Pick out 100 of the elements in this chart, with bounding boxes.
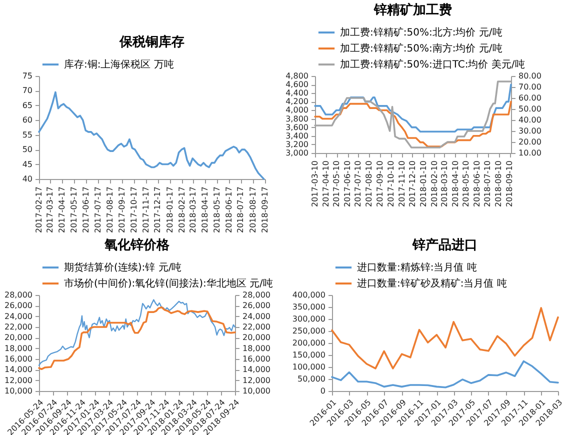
line-series bbox=[38, 299, 236, 366]
y-tick-label: 400,000 bbox=[292, 290, 326, 300]
y-tick-label: 3,000 bbox=[286, 148, 308, 158]
x-tick-label: 2018-09-17 bbox=[260, 186, 270, 233]
x-tick-label: 2017-03-10 bbox=[310, 160, 320, 207]
y-tick-label: 4,200 bbox=[286, 97, 308, 106]
x-tick-label: 2018-01-10 bbox=[418, 160, 428, 207]
y-tick-label: 0 bbox=[320, 386, 326, 396]
x-tick-label: 2017-09-10 bbox=[376, 160, 385, 207]
legend-label: 加工费:锌精矿:50%:进口TC:均价 美元/吨 bbox=[340, 58, 525, 70]
y-tick-label: 20,000 bbox=[4, 333, 32, 342]
y-tick-label: 4,000 bbox=[286, 106, 308, 115]
y-tick-label: 4,800 bbox=[286, 72, 308, 80]
y-tick-label: 22,000 bbox=[4, 322, 32, 332]
y-tick-label: 300,000 bbox=[292, 314, 326, 324]
y2-tick-label: 22,000 bbox=[242, 322, 270, 332]
y2-tick-label: 30.00 bbox=[518, 126, 542, 136]
y2-tick-label: 80.00 bbox=[518, 72, 542, 80]
y-tick-label: 18,000 bbox=[4, 344, 32, 353]
x-tick-label: 2018-01-17 bbox=[165, 186, 174, 233]
y-tick-label: 60 bbox=[22, 116, 32, 125]
legend-label: 库存:铜:上海保税区 万吨 bbox=[64, 58, 174, 70]
x-tick-label: 2018-06-17 bbox=[224, 186, 234, 233]
y-tick-label: 70 bbox=[22, 86, 32, 96]
y-tick-label: 14,000 bbox=[4, 365, 32, 374]
y2-tick-label: 28,000 bbox=[242, 290, 270, 300]
x-tick-label: 2017-05-17 bbox=[69, 186, 78, 233]
legend-label: 市场价(中间价):氧化锌(间接法):华北地区 元/吨 bbox=[64, 278, 273, 290]
y-tick-label: 28,000 bbox=[4, 290, 32, 300]
y2-tick-label: 70.00 bbox=[518, 82, 542, 92]
x-tick-label: 2017-10-17 bbox=[129, 186, 138, 233]
y-tick-label: 45 bbox=[22, 160, 32, 169]
x-tick-label: 2018-09-10 bbox=[505, 160, 514, 207]
x-tick-label: 2017-12-10 bbox=[408, 160, 417, 207]
x-tick-label: 2017-04-10 bbox=[321, 160, 330, 207]
x-tick-label: 2017-03-17 bbox=[45, 186, 54, 233]
x-tick-label: 2017-07-17 bbox=[93, 186, 102, 233]
x-tick-label: 2017-05-10 bbox=[332, 160, 342, 207]
line-series bbox=[314, 84, 512, 133]
x-tick-label: 2017-02-17 bbox=[34, 186, 44, 233]
x-tick-label: 2018-04-10 bbox=[450, 160, 460, 207]
y2-tick-label: 10.00 bbox=[518, 148, 542, 158]
y-tick-label: 40 bbox=[22, 174, 32, 184]
x-tick-label: 2017-10-10 bbox=[386, 160, 396, 207]
y-tick-label: 24,000 bbox=[4, 312, 32, 321]
y2-tick-label: 20.00 bbox=[518, 138, 542, 146]
y-tick-label: 350,000 bbox=[292, 302, 326, 312]
x-tick-label: 2017-11-17 bbox=[141, 186, 150, 233]
legend-label: 进口数量:精炼锌:当月值 吨 bbox=[357, 262, 477, 274]
y2-tick-label: 50.00 bbox=[518, 104, 542, 114]
y-tick-label: 26,000 bbox=[4, 301, 32, 310]
x-tick-label: 2018-04-17 bbox=[200, 186, 210, 233]
y-tick-label: 50,000 bbox=[298, 374, 326, 384]
line-series bbox=[314, 100, 512, 148]
y-tick-label: 12,000 bbox=[4, 376, 32, 385]
y2-tick-label: 16,000 bbox=[242, 354, 270, 364]
x-tick-label: 2017-08-17 bbox=[105, 186, 114, 233]
y-tick-label: 50 bbox=[22, 145, 32, 154]
x-tick-label: 2017-08-10 bbox=[364, 160, 374, 207]
y-tick-label: 4,400 bbox=[286, 88, 308, 98]
y-tick-label: 150,000 bbox=[292, 350, 326, 360]
y-tick-label: 250,000 bbox=[292, 326, 326, 336]
y2-tick-label: 10,000 bbox=[242, 386, 270, 396]
legend-label: 期货结算价(连续):锌 元/吨 bbox=[64, 262, 182, 274]
x-tick-label: 2017-12-17 bbox=[153, 186, 162, 233]
x-tick-label: 2017-11-10 bbox=[397, 160, 406, 207]
y2-tick-label: 20,000 bbox=[242, 333, 270, 342]
y2-tick-label: 14,000 bbox=[242, 365, 270, 374]
chart-title: 保税铜库存 bbox=[118, 34, 184, 50]
chart-title: 氧化锌价格 bbox=[104, 237, 170, 253]
y2-tick-label: 12,000 bbox=[242, 376, 270, 385]
x-tick-label: 2018-06-10 bbox=[472, 160, 482, 207]
x-tick-label: 2017-07-10 bbox=[354, 160, 363, 207]
x-tick-label: 2018-03-17 bbox=[188, 186, 198, 233]
y-tick-label: 200,000 bbox=[292, 338, 326, 348]
y-tick-label: 16,000 bbox=[4, 354, 32, 364]
y-tick-label: 65 bbox=[22, 100, 32, 110]
x-tick-label: 2018-02-17 bbox=[177, 186, 186, 233]
y-tick-label: 100,000 bbox=[292, 362, 326, 372]
x-tick-label: 2017-09-17 bbox=[118, 186, 127, 233]
chart-title: 锌产品进口 bbox=[412, 237, 478, 253]
x-tick-label: 2018-08-10 bbox=[494, 160, 504, 207]
y2-tick-label: 60.00 bbox=[518, 94, 542, 102]
y2-tick-label: 24,000 bbox=[242, 312, 270, 321]
legend-label: 加工费:锌精矿:50%:北方:均价 元/吨 bbox=[340, 26, 502, 38]
y2-tick-label: 26,000 bbox=[242, 301, 270, 310]
y-tick-label: 10,000 bbox=[4, 386, 32, 396]
y-tick-label: 3,200 bbox=[286, 140, 308, 149]
legend-label: 加工费:锌精矿:50%:南方:均价 元/吨 bbox=[340, 42, 502, 54]
x-tick-label: 2018-07-10 bbox=[483, 160, 492, 207]
x-tick-label: 2017-06-17 bbox=[82, 186, 90, 233]
x-tick-label: 2018-07-17 bbox=[236, 186, 246, 233]
y-tick-label: 75 bbox=[22, 72, 32, 80]
y-tick-label: 3,400 bbox=[286, 131, 308, 140]
line-series bbox=[38, 306, 236, 370]
line-series bbox=[331, 360, 559, 388]
x-tick-label: 2018-03-10 bbox=[440, 160, 449, 207]
line-series bbox=[331, 307, 559, 370]
y-tick-label: 4,600 bbox=[286, 80, 308, 90]
x-tick-label: 2017-04-17 bbox=[58, 186, 67, 233]
